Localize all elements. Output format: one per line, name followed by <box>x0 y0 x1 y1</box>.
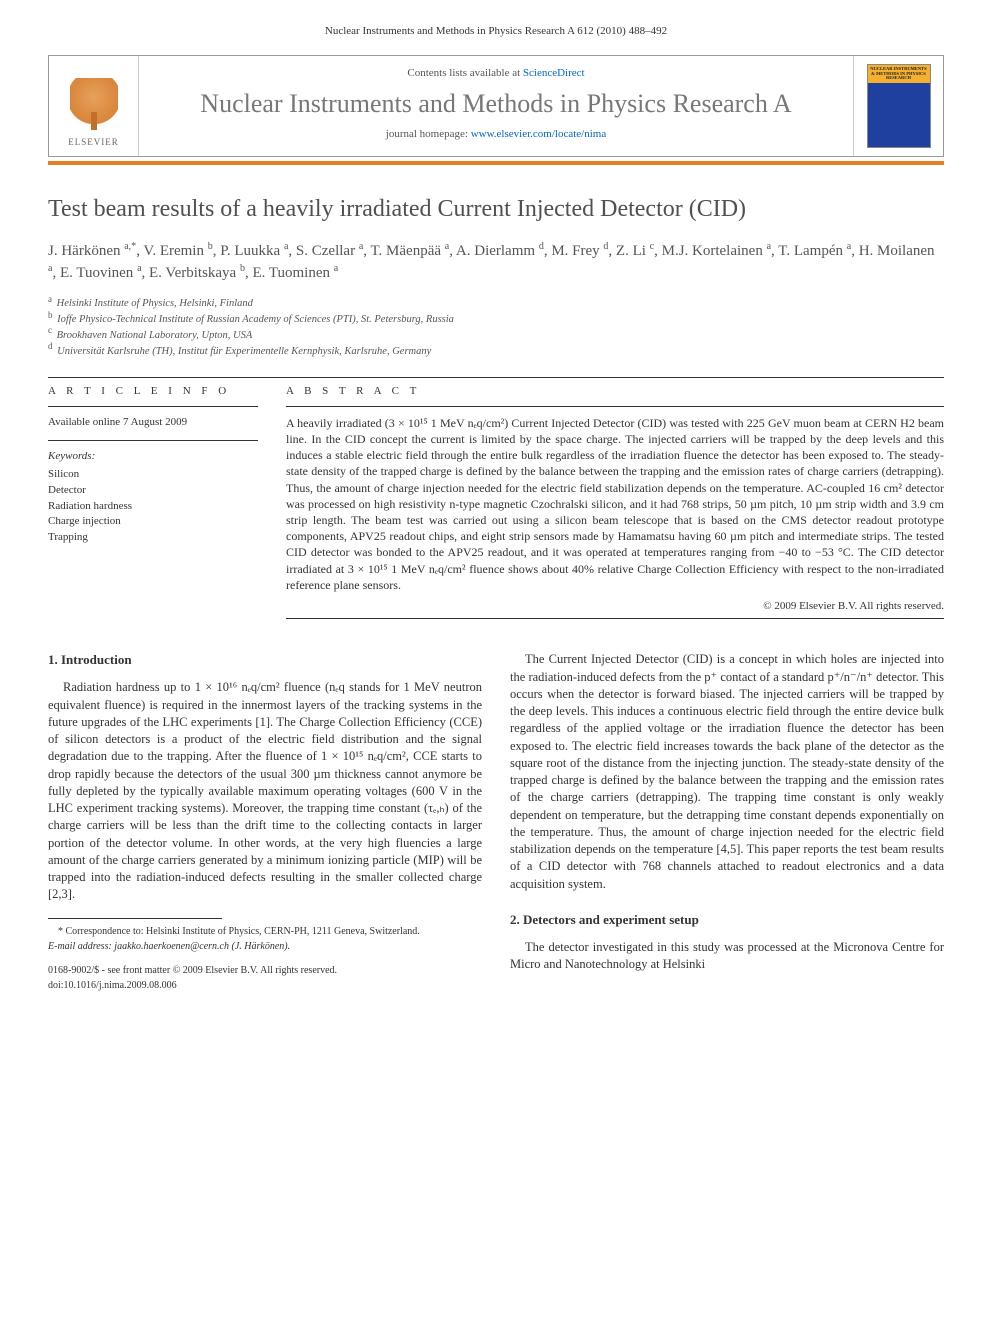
author-list: J. Härkönen a,*, V. Eremin b, P. Luukka … <box>48 241 944 285</box>
sciencedirect-link[interactable]: ScienceDirect <box>523 67 585 79</box>
journal-header-box: ELSEVIER Contents lists available at Sci… <box>48 55 944 157</box>
footnote-rule <box>48 918 222 919</box>
info-divider <box>48 440 258 441</box>
abstract-copyright: © 2009 Elsevier B.V. All rights reserved… <box>286 599 944 614</box>
article-info-label: A R T I C L E I N F O <box>48 384 258 399</box>
keyword-item: Silicon <box>48 467 258 483</box>
info-abstract-row: A R T I C L E I N F O Available online 7… <box>48 384 944 627</box>
abstract-column: A B S T R A C T A heavily irradiated (3 … <box>286 384 944 627</box>
contents-line: Contents lists available at ScienceDirec… <box>147 66 845 81</box>
article-info-column: A R T I C L E I N F O Available online 7… <box>48 384 258 627</box>
keywords-label: Keywords: <box>48 449 258 464</box>
abstract-end-divider <box>286 618 944 619</box>
section-2-heading: 2. Detectors and experiment setup <box>510 911 944 929</box>
email-footnote-text: E-mail address: jaakko.haerkoenen@cern.c… <box>48 941 290 952</box>
affiliations: a Helsinki Institute of Physics, Helsink… <box>48 296 944 359</box>
front-matter-footnotes: 0168-9002/$ - see front matter © 2009 El… <box>48 964 482 993</box>
journal-header-center: Contents lists available at ScienceDirec… <box>139 56 853 156</box>
keyword-item: Radiation hardness <box>48 499 258 515</box>
keyword-item: Charge injection <box>48 514 258 530</box>
keyword-item: Trapping <box>48 530 258 546</box>
elsevier-wordmark: ELSEVIER <box>68 136 119 149</box>
journal-cover-thumb: NUCLEAR INSTRUMENTS & METHODS IN PHYSICS… <box>867 64 931 148</box>
elsevier-tree-icon <box>70 78 118 134</box>
info-divider <box>48 406 258 407</box>
journal-title: Nuclear Instruments and Methods in Physi… <box>147 88 845 119</box>
keyword-item: Detector <box>48 483 258 499</box>
body-paragraph: The Current Injected Detector (CID) is a… <box>510 651 944 893</box>
journal-homepage-link[interactable]: www.elsevier.com/locate/nima <box>471 128 607 140</box>
journal-cover-cell: NUCLEAR INSTRUMENTS & METHODS IN PHYSICS… <box>853 56 943 156</box>
affiliation-line: a Helsinki Institute of Physics, Helsink… <box>48 296 944 312</box>
article-title: Test beam results of a heavily irradiate… <box>48 193 944 227</box>
affiliation-line: b Ioffe Physico-Technical Institute of R… <box>48 312 944 328</box>
corresponding-footnote: * Correspondence to: Helsinki Institute … <box>48 925 482 939</box>
keywords-list: SiliconDetectorRadiation hardnessCharge … <box>48 467 258 547</box>
publisher-logo-cell: ELSEVIER <box>49 56 139 156</box>
body-paragraph: Radiation hardness up to 1 × 10¹⁶ nₑq/cm… <box>48 679 482 903</box>
front-matter-line: 0168-9002/$ - see front matter © 2009 El… <box>48 964 482 978</box>
affiliation-line: c Brookhaven National Laboratory, Upton,… <box>48 328 944 344</box>
affiliation-line: d Universität Karlsruhe (TH), Institut f… <box>48 344 944 360</box>
running-head: Nuclear Instruments and Methods in Physi… <box>48 24 944 39</box>
cover-thumb-title: NUCLEAR INSTRUMENTS & METHODS IN PHYSICS… <box>870 67 928 81</box>
abstract-text: A heavily irradiated (3 × 10¹⁵ 1 MeV nₑq… <box>286 415 944 593</box>
abstract-divider <box>286 406 944 407</box>
homepage-prefix: journal homepage: <box>386 128 471 140</box>
email-footnote: E-mail address: jaakko.haerkoenen@cern.c… <box>48 940 482 954</box>
footnotes: * Correspondence to: Helsinki Institute … <box>48 925 482 954</box>
abstract-label: A B S T R A C T <box>286 384 944 399</box>
section-1-heading: 1. Introduction <box>48 651 482 669</box>
orange-divider-bar <box>48 161 944 165</box>
body-two-column: 1. Introduction Radiation hardness up to… <box>48 651 944 994</box>
journal-homepage-line: journal homepage: www.elsevier.com/locat… <box>147 127 845 142</box>
elsevier-logo: ELSEVIER <box>68 78 119 149</box>
body-paragraph: The detector investigated in this study … <box>510 939 944 974</box>
contents-prefix: Contents lists available at <box>407 67 522 79</box>
section-divider <box>48 377 944 378</box>
available-online: Available online 7 August 2009 <box>48 415 258 430</box>
doi-line: doi:10.1016/j.nima.2009.08.006 <box>48 979 482 993</box>
